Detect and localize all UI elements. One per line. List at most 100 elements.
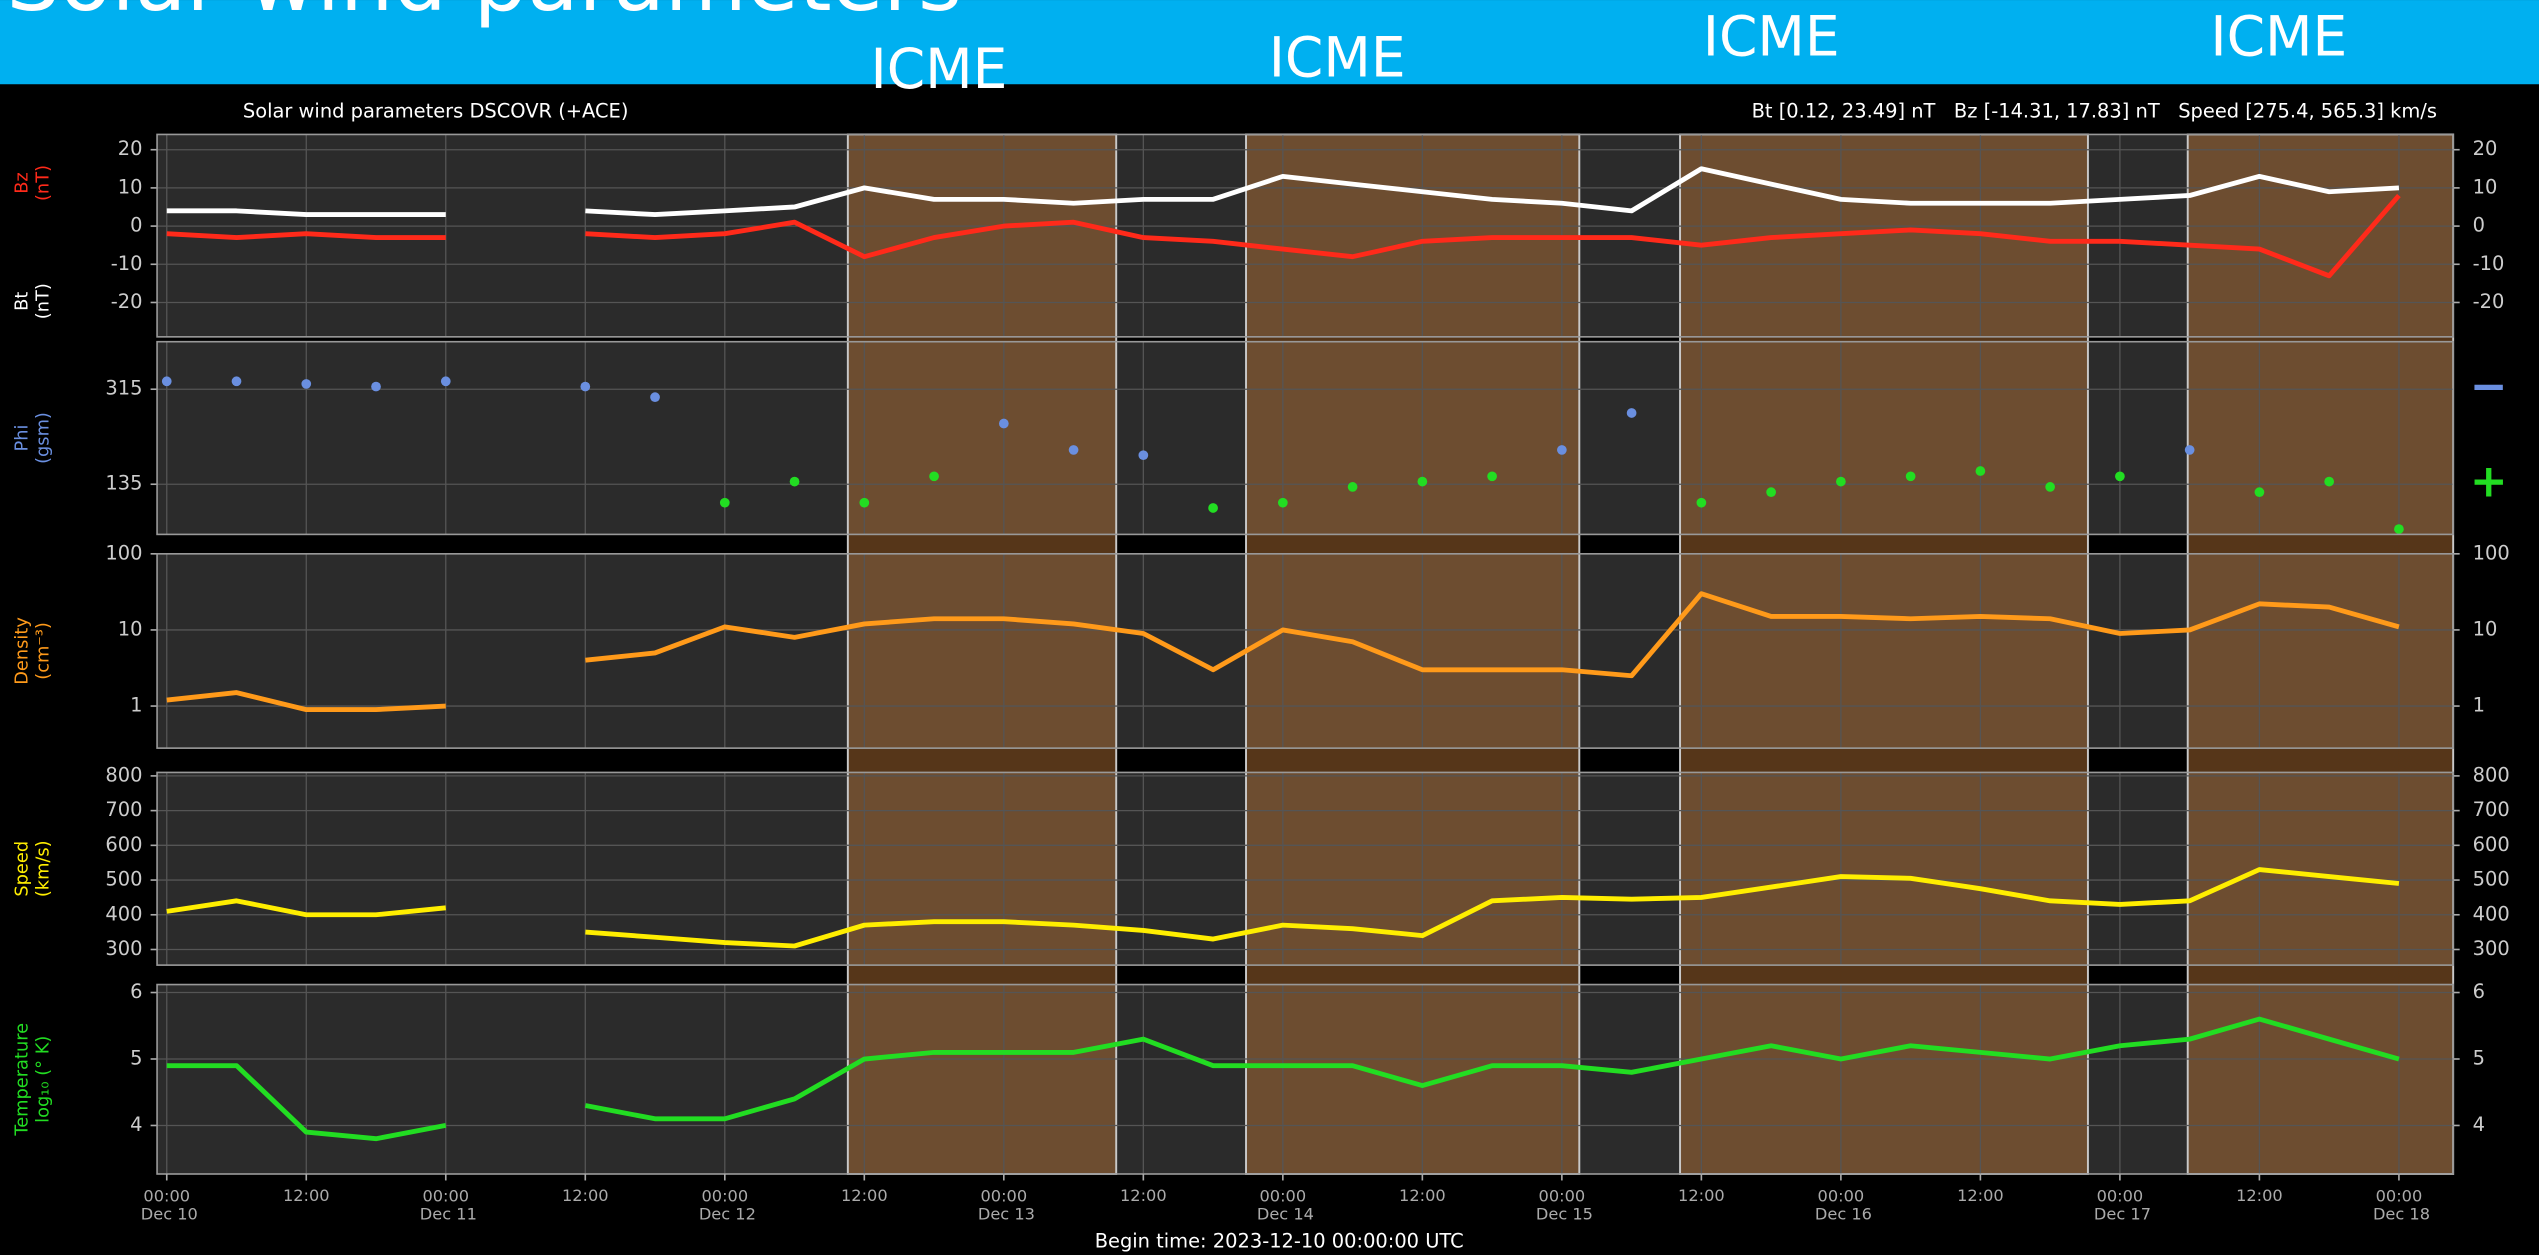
x-tick-time: 00:00 [980,1186,1027,1205]
y-axis-label: Density [12,617,33,685]
x-tick-time: 00:00 [1818,1186,1865,1205]
y-axis-label: (km/s) [33,840,54,897]
y-tick-label: -10 [2473,252,2505,275]
data-point [1417,476,1428,487]
y-axis-label: (cm⁻³) [33,622,54,680]
data-point [650,392,660,402]
x-tick-label: 12:00 [1399,1186,1446,1205]
y-tick-label: 0 [2473,214,2485,237]
x-tick-date: Dec 12 [694,1204,756,1223]
y-tick-label: 600 [2473,833,2510,856]
data-point [789,476,800,487]
panel-background [157,984,2454,1175]
data-line [585,193,2401,279]
panel-background [157,772,2454,966]
y-tick-label: 5 [2473,1046,2485,1069]
y-tick-label: 5 [130,1046,142,1069]
x-tick-label: 00:00 Dec 18 [2368,1186,2430,1223]
x-tick-label: 00:00 Dec 14 [1252,1186,1314,1223]
x-tick-label: 12:00 [283,1186,330,1205]
data-point [1208,503,1218,513]
x-tick-date: Dec 10 [136,1204,198,1223]
y-tick-label: 800 [2473,763,2510,786]
x-tick-time: 00:00 [701,1186,748,1205]
x-tick-label: 00:00 Dec 16 [1810,1186,1872,1223]
y-tick-label: 4 [2473,1113,2485,1136]
y-tick-label: 10 [118,175,143,198]
data-point [1277,497,1288,508]
data-point [2115,471,2125,482]
data-point [929,471,939,482]
y-tick-label: 1 [2473,694,2485,717]
x-tick-label: 12:00 [841,1186,888,1205]
x-tick-date: Dec 16 [1810,1204,1872,1223]
x-tick-label: 12:00 [1957,1186,2004,1205]
x-tick-label: 00:00 Dec 12 [694,1186,756,1223]
data-point [1836,476,1846,487]
icme-region [846,133,1118,1175]
icme-region [2186,133,2455,1175]
x-tick-label: 12:00 [1678,1186,1725,1205]
data-point [1766,487,1776,498]
data-point [2254,487,2265,498]
x-tick-label: 00:00 Dec 13 [973,1186,1035,1223]
y-tick-label: 500 [2473,868,2510,891]
panel-frame [156,553,2454,749]
x-tick-date: Dec 18 [2368,1204,2430,1223]
data-point [1975,466,1986,476]
y-tick-label: 100 [2473,541,2510,564]
panel-frame [156,133,2454,338]
data-point [1905,471,1916,482]
data-line [585,867,2400,949]
y-tick-label: 1 [130,694,142,717]
icme-label: ICME [2210,5,2347,69]
panel-frame [156,771,2454,966]
panel-frame [156,983,2454,1175]
y-tick-label: 10 [2473,175,2498,198]
icme-region [1679,133,2089,1175]
data-point [2324,476,2335,487]
y-axis-label: (gsm) [33,412,54,464]
x-tick-label: 00:00 Dec 17 [2089,1186,2151,1223]
data-point [1487,471,1497,482]
y-tick-label: 700 [2473,798,2510,821]
y-tick-label: 100 [105,541,142,564]
x-tick-date: Dec 13 [973,1204,1035,1223]
data-line [584,1016,2400,1122]
y-tick-label: 300 [2473,937,2510,960]
data-point [2045,482,2056,492]
plot-title: Solar wind parameters DSCOVR (+ACE) [243,99,629,122]
heading: Solar wind parameters [6,0,961,30]
icme-label: ICME [1703,5,1840,69]
x-tick-time: 00:00 [422,1186,469,1205]
y-tick-label: 6 [2473,980,2485,1003]
y-tick-label: 20 [118,137,143,160]
x-tick-time: 00:00 [2376,1186,2423,1205]
x-tick-label: 12:00 [562,1186,609,1205]
y-tick-label: 300 [105,937,142,960]
x-tick-date: Dec 17 [2089,1204,2151,1223]
x-tick-label: 00:00 Dec 11 [415,1186,477,1223]
heading-band [0,0,2539,85]
x-tick-time: 00:00 [1539,1186,1586,1205]
legend-entry: − [2470,360,2508,413]
panel-background [157,553,2454,749]
x-tick-date: Dec 15 [1531,1204,1593,1223]
y-axis-label: (nT) [33,283,54,319]
y-tick-label: 500 [105,868,142,891]
data-point [1557,445,1567,455]
x-tick-label: 00:00 Dec 15 [1531,1186,1593,1223]
y-tick-label: 600 [105,833,142,856]
data-point [1138,450,1149,461]
data-line [166,1063,447,1142]
y-tick-label: 400 [105,902,142,925]
panel-frame [156,340,2454,536]
data-point [1347,482,1358,492]
y-tick-label: 135 [105,472,142,495]
x-tick-label: 12:00 [1120,1186,1167,1205]
y-axis-label: (nT) [33,165,54,201]
footer: Begin time: 2023-12-10 00:00:00 UTC [1095,1230,1464,1253]
y-axis-label: log₁₀ (° K) [33,1036,54,1123]
data-point [719,497,730,508]
data-point [231,376,242,387]
